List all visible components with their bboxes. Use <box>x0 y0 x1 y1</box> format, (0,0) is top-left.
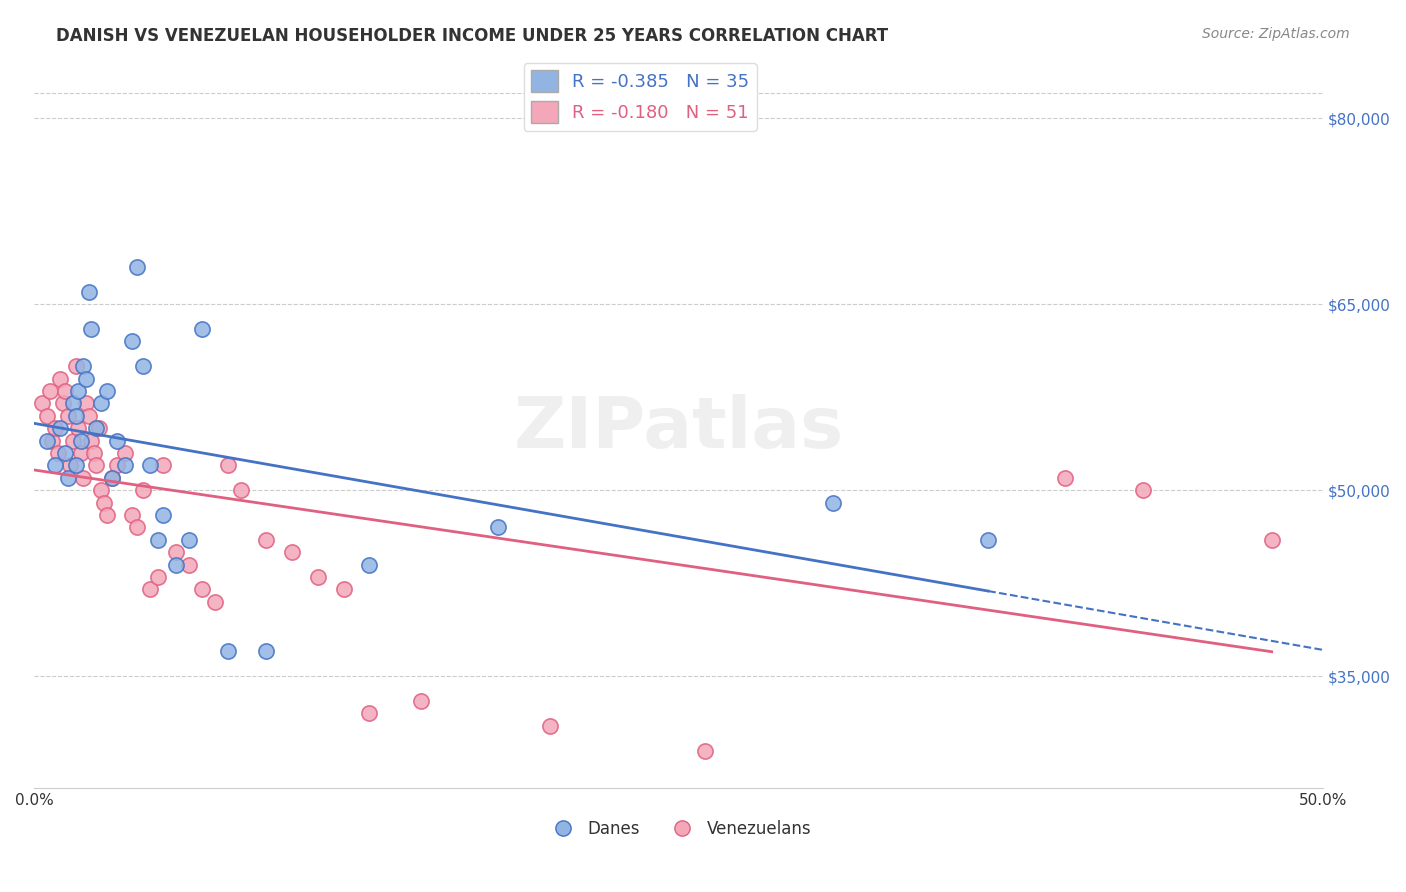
Point <box>53 384 76 398</box>
Point <box>177 558 200 572</box>
Point <box>127 260 149 274</box>
Point <box>823 495 845 509</box>
Point <box>217 458 239 473</box>
Point <box>332 582 354 597</box>
Point <box>38 384 60 398</box>
Point <box>67 384 90 398</box>
Point <box>977 533 1000 547</box>
Point <box>72 471 94 485</box>
Point <box>41 434 63 448</box>
Point <box>100 471 122 485</box>
Point <box>1054 471 1077 485</box>
Point <box>1260 533 1282 547</box>
Point <box>486 520 509 534</box>
Point <box>65 458 87 473</box>
Point <box>121 334 143 349</box>
Point <box>56 409 79 423</box>
Point <box>72 359 94 374</box>
Point <box>359 558 381 572</box>
Point <box>49 421 72 435</box>
Point <box>37 434 59 448</box>
Point <box>100 471 122 485</box>
Point <box>80 434 103 448</box>
Point <box>165 545 187 559</box>
Point <box>359 706 381 721</box>
Point <box>65 409 87 423</box>
Point <box>90 396 112 410</box>
Point <box>77 285 100 299</box>
Point <box>217 644 239 658</box>
Point <box>69 434 91 448</box>
Point <box>121 508 143 522</box>
Point <box>165 558 187 572</box>
Point <box>75 371 97 385</box>
Point <box>146 533 169 547</box>
Point <box>131 483 153 498</box>
Point <box>204 595 226 609</box>
Point <box>191 582 214 597</box>
Point <box>69 446 91 460</box>
Point <box>87 421 110 435</box>
Point <box>177 533 200 547</box>
Text: DANISH VS VENEZUELAN HOUSEHOLDER INCOME UNDER 25 YEARS CORRELATION CHART: DANISH VS VENEZUELAN HOUSEHOLDER INCOME … <box>56 27 889 45</box>
Point <box>409 694 432 708</box>
Point <box>114 458 136 473</box>
Point <box>254 644 277 658</box>
Point <box>31 396 53 410</box>
Point <box>146 570 169 584</box>
Point <box>538 719 561 733</box>
Point <box>83 446 105 460</box>
Point <box>191 322 214 336</box>
Point <box>105 434 128 448</box>
Point <box>114 446 136 460</box>
Point <box>44 421 66 435</box>
Point <box>75 396 97 410</box>
Point <box>105 458 128 473</box>
Point <box>254 533 277 547</box>
Point <box>139 458 162 473</box>
Point <box>152 508 174 522</box>
Point <box>65 359 87 374</box>
Point <box>96 508 118 522</box>
Point <box>67 421 90 435</box>
Point <box>307 570 329 584</box>
Point <box>90 483 112 498</box>
Text: Source: ZipAtlas.com: Source: ZipAtlas.com <box>1202 27 1350 41</box>
Point <box>62 434 84 448</box>
Point <box>59 458 82 473</box>
Point <box>49 371 72 385</box>
Point <box>56 471 79 485</box>
Point <box>52 396 75 410</box>
Point <box>84 421 107 435</box>
Point <box>152 458 174 473</box>
Legend: Danes, Venezuelans: Danes, Venezuelans <box>540 813 818 844</box>
Point <box>131 359 153 374</box>
Point <box>62 396 84 410</box>
Point <box>37 409 59 423</box>
Point <box>44 458 66 473</box>
Point <box>693 744 716 758</box>
Point <box>96 384 118 398</box>
Point <box>1132 483 1154 498</box>
Point <box>84 458 107 473</box>
Point <box>46 446 69 460</box>
Point <box>77 409 100 423</box>
Point <box>229 483 252 498</box>
Point <box>93 495 115 509</box>
Text: ZIPatlas: ZIPatlas <box>513 393 844 463</box>
Point <box>80 322 103 336</box>
Point <box>139 582 162 597</box>
Point <box>53 446 76 460</box>
Point <box>127 520 149 534</box>
Point <box>281 545 304 559</box>
